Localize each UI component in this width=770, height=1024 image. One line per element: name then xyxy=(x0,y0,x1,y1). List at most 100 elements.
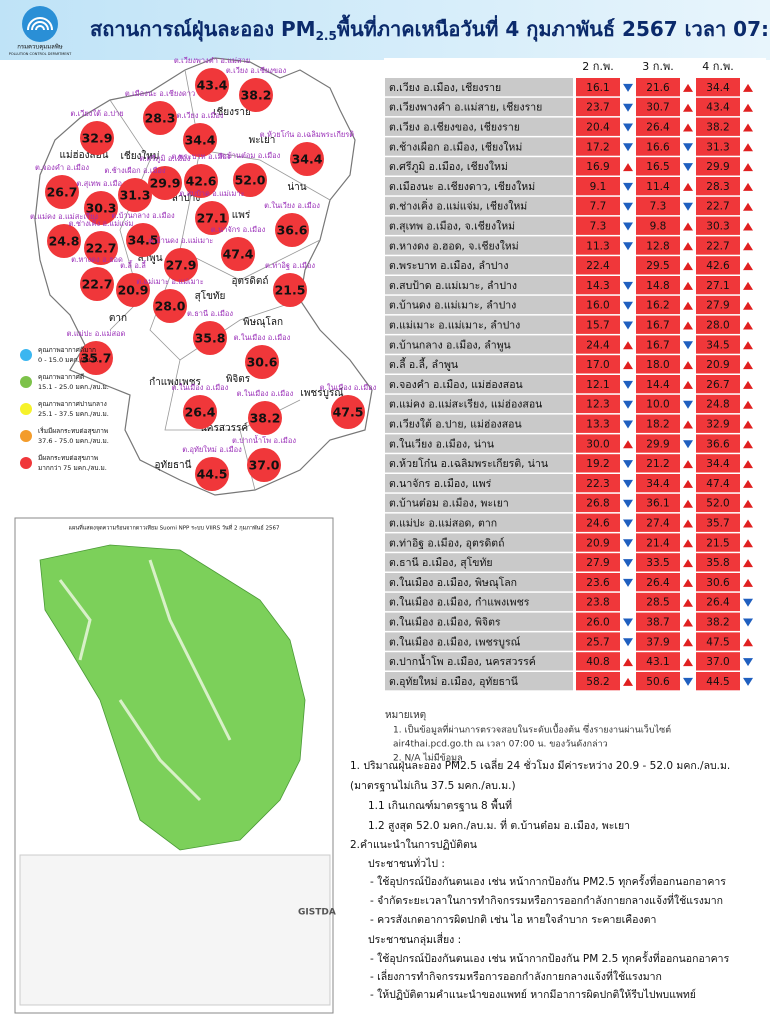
station-label: ต.ในเมือง อ.เมือง xyxy=(320,383,377,392)
trend-arrow xyxy=(623,578,633,587)
value-cell xyxy=(576,672,620,691)
value-cell xyxy=(636,196,680,216)
title-pre: สถานการณ์ฝุ่นละออง PM xyxy=(90,17,316,42)
aqi-value: 52.0 xyxy=(235,173,266,188)
value-cell xyxy=(696,276,740,295)
value-text: 11.3 xyxy=(586,240,609,252)
trend-arrow xyxy=(683,361,693,370)
station-label: ต.บ้านต๋อม อ.เมือง xyxy=(220,151,281,160)
station-name: ต.จองคำ อ.เมือง, แม่ฮ่องสอน xyxy=(389,378,523,391)
value-text: 26.4 xyxy=(706,597,730,609)
trend-arrow xyxy=(743,400,753,409)
value-text: 43.4 xyxy=(706,102,730,114)
trend-arrow xyxy=(683,222,693,231)
value-text: 11.4 xyxy=(646,181,670,193)
aqi-bubble xyxy=(84,191,118,225)
station-label: ต.พระบาท อ.เมือง xyxy=(171,152,230,161)
value-text: 23.8 xyxy=(586,597,609,609)
legend-swatch xyxy=(20,430,32,442)
station-name: ต.เวียงใต้ อ.ปาย, แม่ฮ่องสอน xyxy=(389,418,522,431)
trend-arrow xyxy=(623,519,633,528)
value-text: 50.6 xyxy=(646,676,670,688)
value-text: 10.0 xyxy=(646,399,669,411)
station-name: ต.ศรีภูมิ อ.เมือง, เชียงใหม่ xyxy=(389,160,508,173)
trend-arrow xyxy=(683,460,693,469)
trend-arrow xyxy=(743,559,753,568)
trend-arrow xyxy=(623,400,633,409)
value-cell xyxy=(636,672,680,691)
value-text: 35.7 xyxy=(706,518,729,530)
aqi-value: 27.9 xyxy=(166,258,197,273)
aqi-bubble xyxy=(247,448,281,482)
value-text: 22.4 xyxy=(586,260,610,272)
trend-arrow xyxy=(743,499,753,508)
value-cell xyxy=(576,632,620,651)
value-text: 34.4 xyxy=(706,458,730,470)
station-cell xyxy=(385,493,573,513)
trend-arrow xyxy=(743,460,753,469)
trend-arrow xyxy=(683,182,693,191)
value-cell xyxy=(696,434,740,453)
summary-line: (มาตรฐานไม่เกิน 37.5 มคก./ลบ.ม.) xyxy=(350,779,516,792)
legend-label: คุณภาพอากาศดี xyxy=(38,373,84,381)
trend-arrow xyxy=(683,143,693,152)
trend-arrow xyxy=(683,400,693,409)
value-text: 16.2 xyxy=(646,300,669,312)
value-cell xyxy=(696,137,740,156)
trend-arrow xyxy=(683,638,693,647)
value-cell xyxy=(636,454,680,473)
station-name: ต.พระบาท อ.เมือง, ลำปาง xyxy=(389,259,508,272)
value-text: 43.1 xyxy=(646,656,669,668)
value-cell xyxy=(696,513,740,532)
trend-arrow xyxy=(743,539,753,548)
trend-arrow xyxy=(743,123,753,132)
aqi-bubble xyxy=(195,201,229,235)
value-cell xyxy=(576,295,620,315)
aqi-value: 36.6 xyxy=(277,223,308,238)
value-text: 36.1 xyxy=(646,498,669,510)
station-name: ต.ในเมือง อ.เมือง, กำแพงเพชร xyxy=(389,596,530,609)
value-text: 7.3 xyxy=(650,201,667,213)
station-cell xyxy=(385,295,573,315)
value-cell xyxy=(576,157,620,176)
value-cell xyxy=(696,355,740,374)
value-text: 42.6 xyxy=(706,260,730,272)
aqi-value: 35.8 xyxy=(195,331,226,346)
trend-arrow xyxy=(623,143,633,152)
aqi-bubble xyxy=(79,341,113,375)
aqi-bubble xyxy=(245,345,279,379)
aqi-bubble xyxy=(248,401,282,435)
station-cell xyxy=(385,474,573,493)
value-text: 16.0 xyxy=(586,300,609,312)
value-cell xyxy=(576,414,620,433)
trend-arrow xyxy=(623,242,633,251)
station-cell xyxy=(385,137,573,156)
value-cell xyxy=(636,177,680,196)
aqi-value: 30.6 xyxy=(247,355,278,370)
station-cell xyxy=(385,256,573,275)
aqi-value: 34.5 xyxy=(128,233,159,248)
value-text: 14.3 xyxy=(586,280,609,292)
aqi-bubble xyxy=(221,237,255,271)
station-name: ต.ช่างเคิ่ง อ.แม่แจ่ม, เชียงใหม่ xyxy=(389,199,527,213)
satellite-map xyxy=(39,544,306,851)
station-cell xyxy=(385,276,573,295)
aqi-value: 42.6 xyxy=(186,174,217,189)
value-cell xyxy=(576,78,620,97)
value-text: 12.1 xyxy=(586,379,609,391)
value-text: 24.4 xyxy=(586,339,610,351)
province-name: นครสวรรค์ xyxy=(200,422,248,434)
summary-line: 1. ปริมาณฝุ่นละออง PM2.5 เฉลี่ย 24 ชั่วโ… xyxy=(350,758,730,772)
province-borders xyxy=(109,69,331,491)
column-header: 4 ก.พ. xyxy=(702,60,733,73)
value-cell xyxy=(696,414,740,433)
value-text: 16.9 xyxy=(586,161,609,173)
note-line: 1. เป็นข้อมูลที่ผ่านการตรวจสอบในระดับเบื… xyxy=(393,723,671,736)
value-text: 16.6 xyxy=(646,141,670,153)
station-name: ต.เวียง อ.เชียงของ, เชียงราย xyxy=(389,121,520,134)
value-cell xyxy=(696,672,740,691)
value-text: 37.9 xyxy=(646,636,669,648)
province-name: สุโขทัย xyxy=(195,289,226,302)
legend-range: มากกว่า 75 มคก./ลบ.ม. xyxy=(38,464,107,472)
value-cell xyxy=(696,256,740,275)
